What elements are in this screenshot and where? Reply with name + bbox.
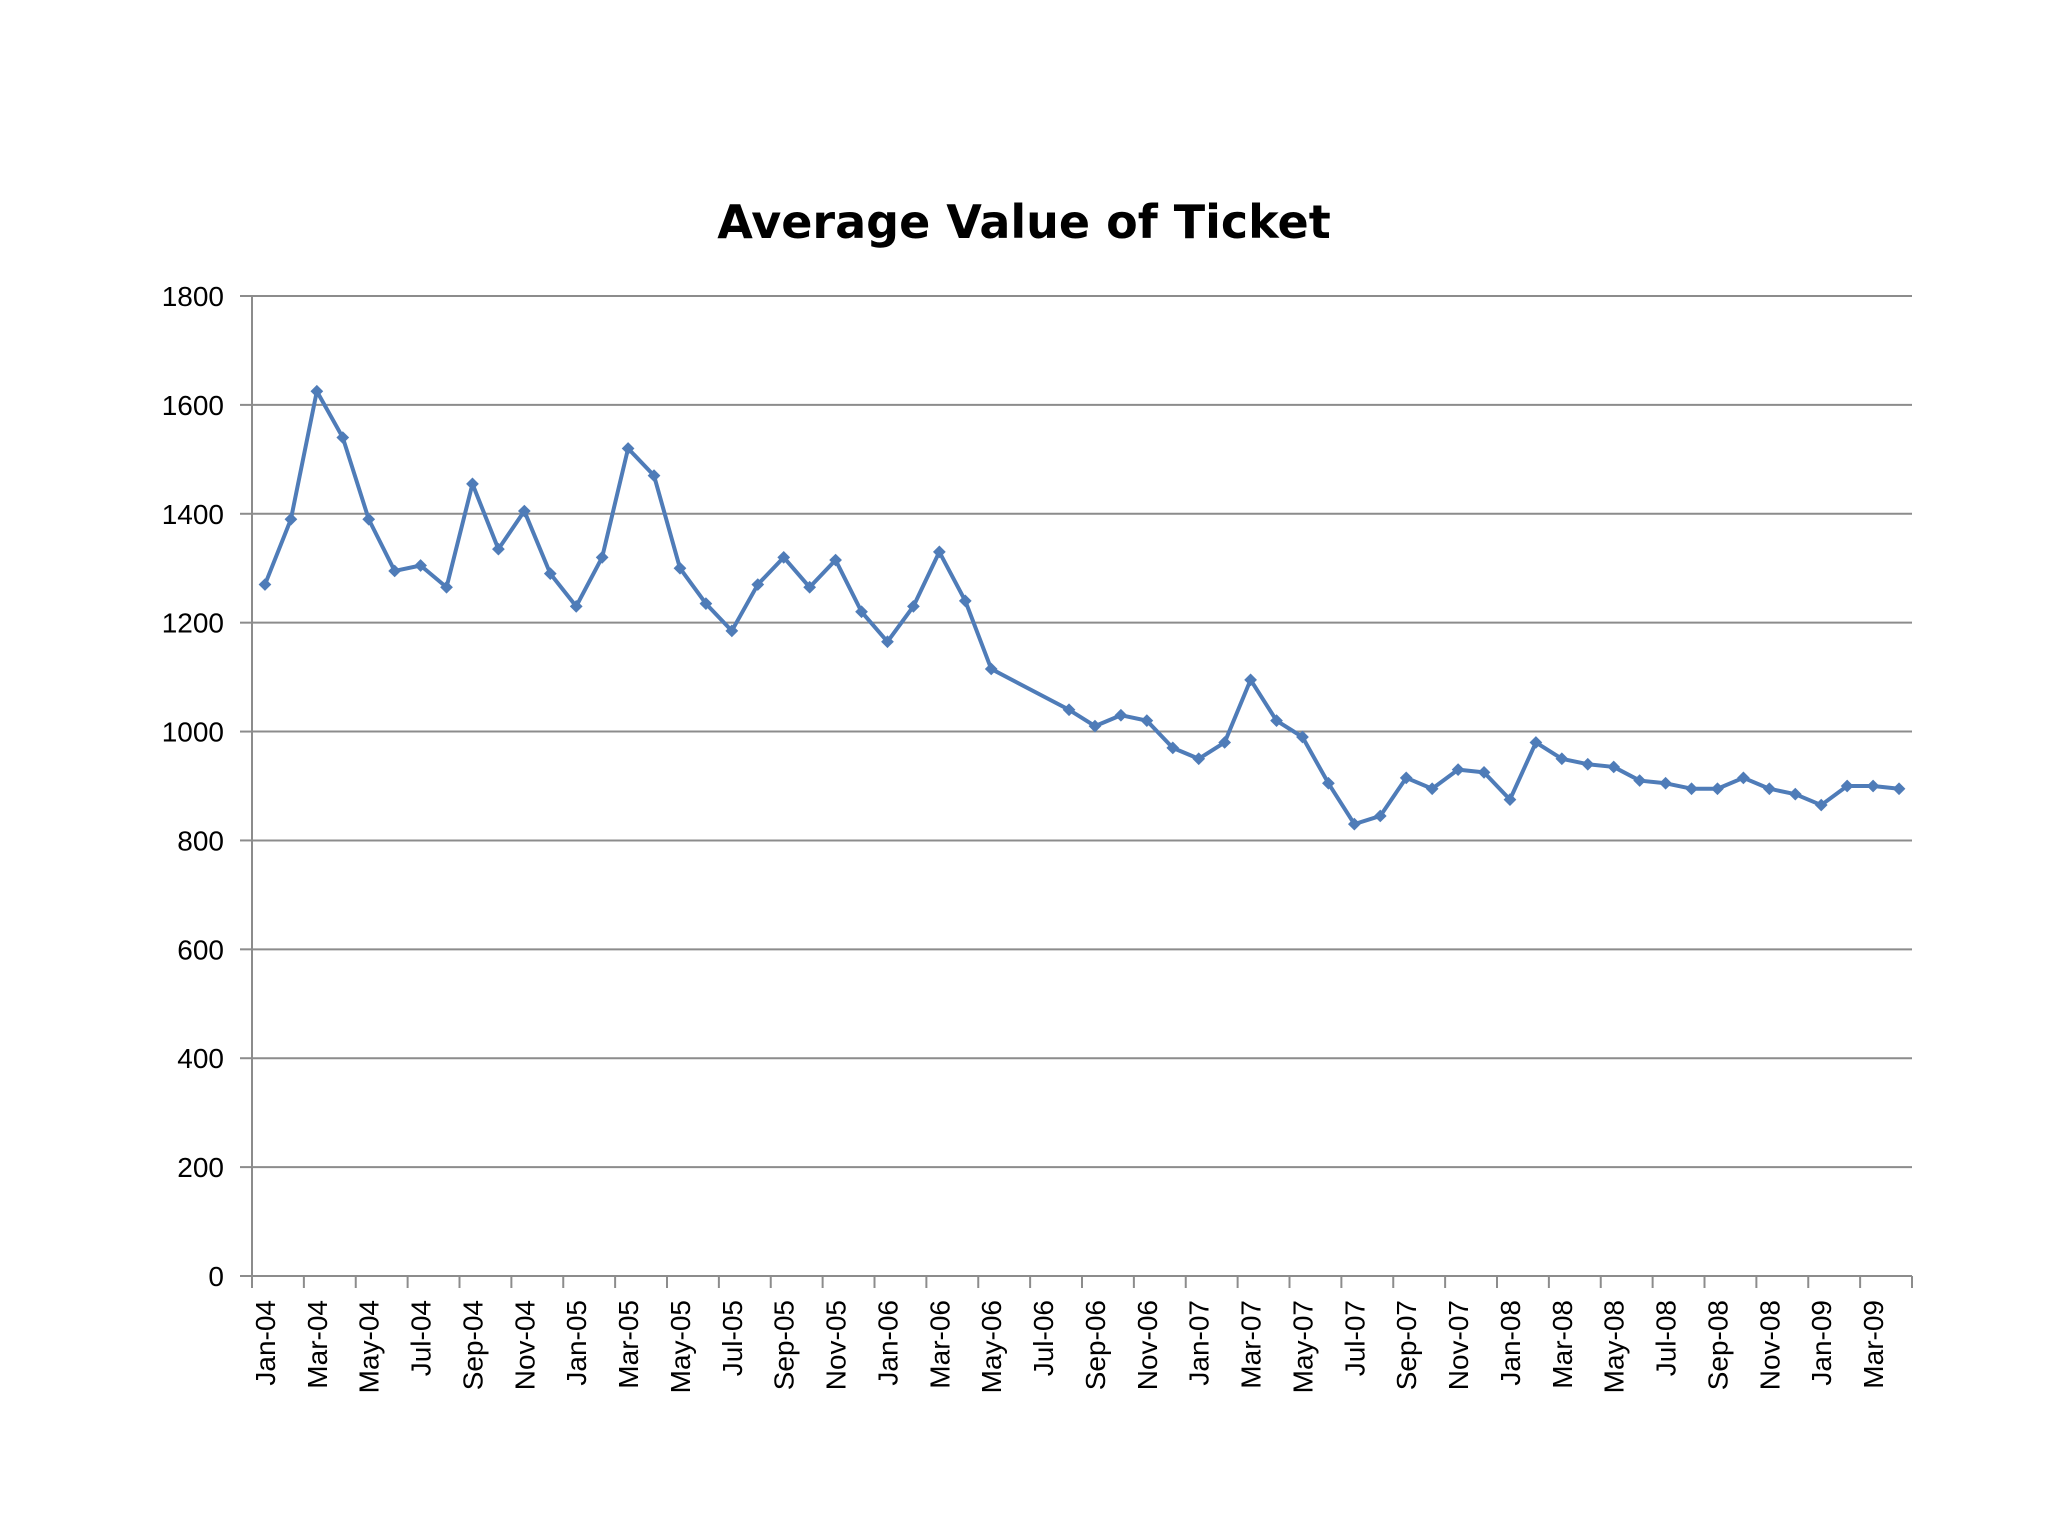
x-tick-label: Nov-04 xyxy=(509,1300,540,1390)
x-tick-label: May-08 xyxy=(1599,1300,1630,1393)
y-tick-label: 1800 xyxy=(162,281,224,312)
x-tick-label: Mar-05 xyxy=(613,1300,644,1389)
x-tick-label: Jul-04 xyxy=(406,1300,437,1376)
x-tick-label: Mar-06 xyxy=(924,1300,955,1389)
chart-title: Average Value of Ticket xyxy=(717,195,1331,249)
series-line xyxy=(263,389,1900,827)
x-tick-label: Jan-05 xyxy=(561,1300,592,1386)
data-point xyxy=(258,578,272,591)
x-tick-label: Jul-05 xyxy=(717,1300,748,1376)
data-point xyxy=(1114,708,1128,722)
data-point xyxy=(1892,782,1906,796)
y-tick-label: 600 xyxy=(177,934,224,965)
y-tick-label: 800 xyxy=(177,825,224,856)
data-point xyxy=(336,431,350,444)
x-tick-label: Sep-08 xyxy=(1702,1300,1733,1390)
x-tick-label: Mar-07 xyxy=(1236,1300,1267,1389)
x-tick-label: Sep-04 xyxy=(457,1300,488,1390)
data-point xyxy=(1737,771,1750,785)
y-tick-label: 1400 xyxy=(162,499,224,530)
data-point xyxy=(1685,782,1698,796)
x-tick-label: Jul-07 xyxy=(1339,1300,1370,1376)
x-tick-label: May-04 xyxy=(354,1300,385,1393)
x-tick-label: May-06 xyxy=(976,1300,1007,1393)
x-tick-label: Nov-07 xyxy=(1443,1300,1474,1390)
x-tick-label: Jan-08 xyxy=(1495,1300,1526,1386)
y-tick-label: 1000 xyxy=(162,717,224,748)
x-tick-label: May-05 xyxy=(665,1300,696,1393)
data-point xyxy=(1659,776,1672,790)
x-tick-label: May-07 xyxy=(1287,1300,1318,1393)
x-tick-label: Jul-06 xyxy=(1028,1300,1059,1376)
x-tick-label: Nov-05 xyxy=(821,1300,852,1390)
x-tick-label: Mar-08 xyxy=(1547,1300,1578,1389)
x-tick-label: Jan-04 xyxy=(250,1300,281,1386)
y-tick-label: 1200 xyxy=(162,608,224,639)
x-tick-label: Mar-04 xyxy=(302,1300,333,1389)
y-tick-label: 400 xyxy=(177,1043,224,1074)
data-point xyxy=(1866,779,1880,793)
x-tick-label: Jul-08 xyxy=(1651,1300,1682,1376)
x-tick-label: Jan-07 xyxy=(1184,1300,1215,1386)
y-tick-label: 1600 xyxy=(162,390,224,421)
x-tick-label: Jan-06 xyxy=(872,1300,903,1386)
data-point xyxy=(1711,782,1724,796)
x-tick-label: Mar-09 xyxy=(1858,1300,1889,1389)
x-tick-label: Sep-06 xyxy=(1080,1300,1111,1390)
y-tick-label: 200 xyxy=(177,1152,224,1183)
data-point xyxy=(1581,757,1595,771)
x-tick-label: Sep-07 xyxy=(1391,1300,1422,1390)
x-tick-label: Nov-06 xyxy=(1132,1300,1163,1390)
y-tick-label: 0 xyxy=(208,1261,224,1292)
data-point xyxy=(1762,782,1776,796)
data-point xyxy=(1788,787,1802,801)
data-point xyxy=(310,384,324,398)
x-tick-label: Nov-08 xyxy=(1754,1300,1785,1390)
data-point xyxy=(466,477,479,491)
x-tick-label: Jan-09 xyxy=(1806,1300,1837,1386)
x-tick-label: Sep-05 xyxy=(769,1300,800,1390)
